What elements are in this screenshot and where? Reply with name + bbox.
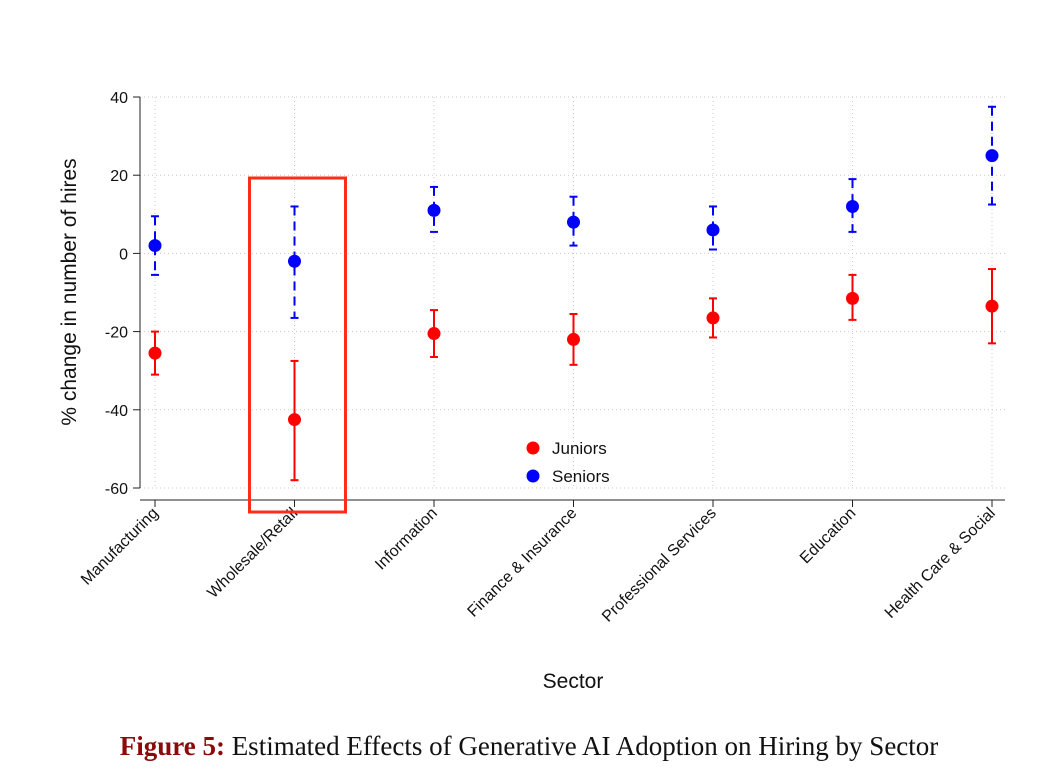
data-point <box>288 413 301 427</box>
data-point <box>567 215 580 229</box>
y-tick-label: -40 <box>105 403 128 420</box>
series-layer <box>148 105 999 482</box>
data-point <box>846 199 859 213</box>
figure-title: Estimated Effects of Generative AI Adopt… <box>231 731 939 761</box>
y-tick-label: 20 <box>110 168 128 185</box>
data-point <box>706 223 720 237</box>
grid-lines <box>140 96 1005 489</box>
data-point <box>427 203 441 217</box>
data-point <box>148 239 162 253</box>
y-tick-label: -60 <box>105 481 128 498</box>
data-point <box>985 149 999 163</box>
x-tick-label: Health Care & Social <box>882 505 999 622</box>
axes: 40 20 0 -20 -40 -60 Manufacturing Wholesale/Ret… <box>78 90 1005 626</box>
highlight-layer <box>248 176 347 514</box>
legend-marker <box>526 441 540 455</box>
legend-label: Seniors <box>552 467 610 486</box>
data-point <box>985 299 999 313</box>
y-tick-label: -20 <box>105 325 128 342</box>
legend: Juniors Seniors <box>526 439 610 486</box>
legend-label: Juniors <box>552 439 607 458</box>
highlight-box <box>248 176 347 514</box>
x-axis-label: Sector <box>543 670 604 693</box>
x-tick-label: Manufacturing <box>78 505 162 589</box>
figure-caption: Figure 5: Estimated Effects of Generativ… <box>0 731 1058 762</box>
y-axis-label: % change in number of hires <box>58 158 81 425</box>
y-tick-label: 0 <box>119 246 128 263</box>
figure-number: Figure 5: <box>119 731 225 761</box>
data-point <box>427 327 441 341</box>
x-tick-label: Information <box>372 505 441 574</box>
x-tick-label: Education <box>797 505 859 567</box>
x-tick-label: Wholesale/Retail <box>204 505 301 602</box>
legend-marker <box>526 469 540 483</box>
x-tick-label: Finance & Insurance <box>465 505 581 621</box>
x-tick-label: Professional Services <box>599 505 720 626</box>
chart: 40 20 0 -20 -40 -60 Manufacturing Wholesale/Ret… <box>58 90 1005 693</box>
data-point <box>567 332 580 346</box>
y-tick-label: 40 <box>110 90 128 107</box>
data-point <box>148 346 162 360</box>
data-point <box>846 291 859 305</box>
data-point <box>706 311 720 325</box>
data-point <box>288 254 301 268</box>
